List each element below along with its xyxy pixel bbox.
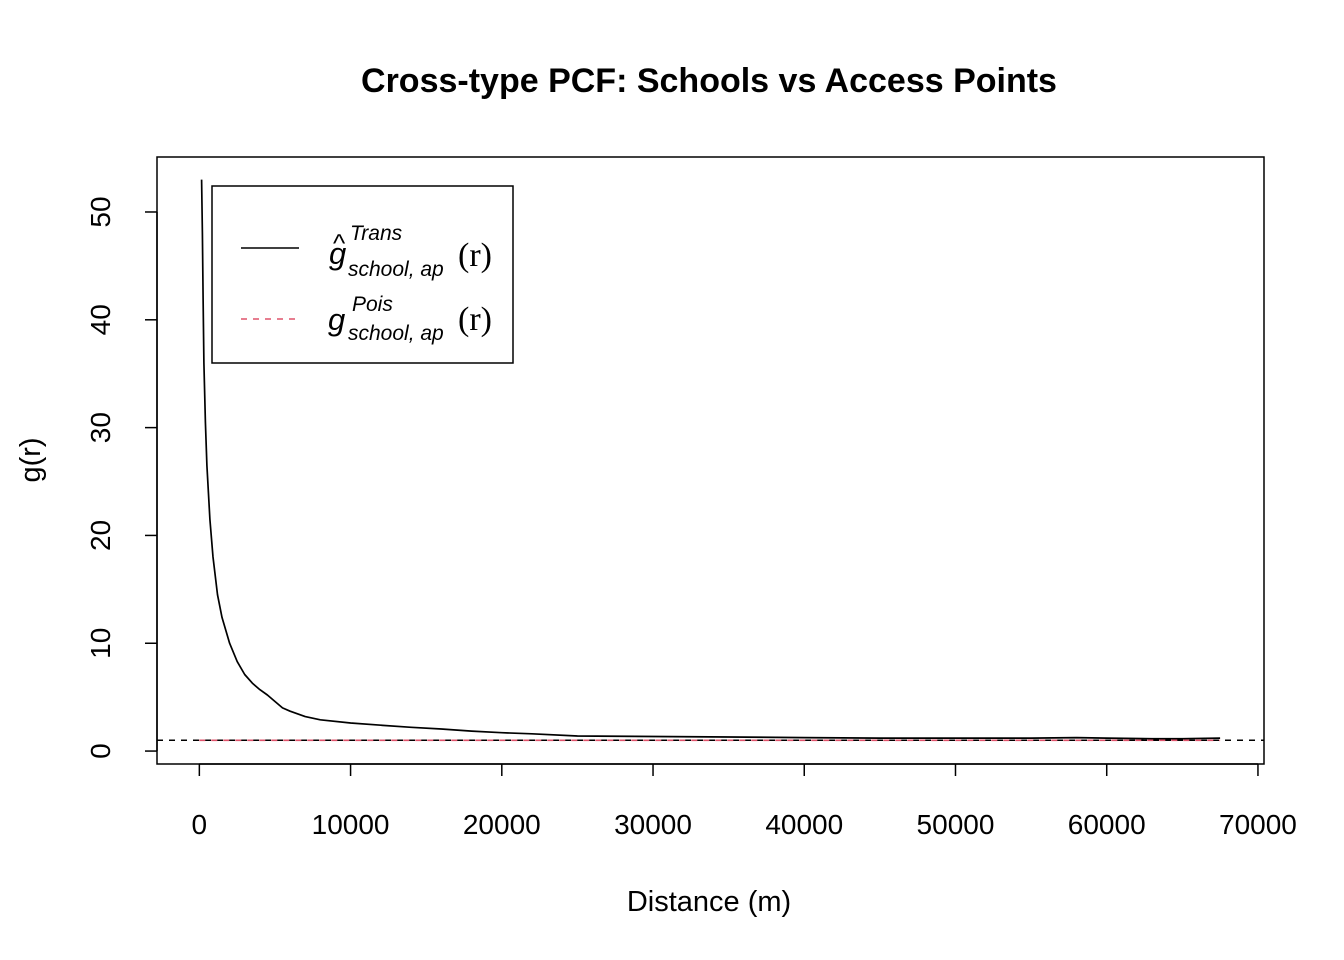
y-tick-label: 50: [85, 196, 116, 227]
x-axis-title: Distance (m): [627, 886, 791, 918]
series-layer: [157, 179, 1264, 742]
legend-trans-argument: (r): [458, 237, 492, 274]
series-line-trans: [200, 179, 1221, 740]
legend-label-trans: g ^ Trans school, ap (r): [329, 222, 492, 281]
legend-pois-superscript: Pois: [352, 293, 393, 316]
legend-pois-subscript: school, ap: [348, 322, 444, 345]
y-tick-label: 0: [85, 743, 116, 759]
x-tick-label: 70000: [1219, 809, 1297, 840]
x-axis: 0 10000 20000 30000 40000 50000 60000 70000: [192, 763, 1297, 840]
legend-box: [211, 185, 514, 364]
x-tick-label: 10000: [312, 809, 390, 840]
y-axis-title: g(r): [15, 437, 47, 482]
x-tick-label: 50000: [917, 809, 995, 840]
x-tick-label: 40000: [765, 809, 843, 840]
y-axis: 0 10 20 30 40 50: [85, 196, 158, 759]
legend-pois-argument: (r): [458, 301, 492, 338]
legend-trans-hat: ^: [333, 228, 346, 258]
legend: g ^ Trans school, ap (r) g Pois school, …: [211, 185, 514, 364]
y-tick-label: 10: [85, 628, 116, 659]
legend-trans-symbol: g: [329, 236, 346, 271]
x-tick-label: 60000: [1068, 809, 1146, 840]
x-tick-label: 20000: [463, 809, 541, 840]
legend-trans-subscript: school, ap: [348, 258, 444, 281]
legend-pois-symbol: g: [328, 302, 345, 337]
y-tick-label: 40: [85, 304, 116, 335]
legend-label-pois: g Pois school, ap (r): [328, 293, 492, 345]
y-tick-label: 30: [85, 412, 116, 443]
legend-trans-superscript: Trans: [350, 222, 403, 245]
x-tick-label: 0: [192, 809, 208, 840]
x-tick-label: 30000: [614, 809, 692, 840]
chart-title: Cross-type PCF: Schools vs Access Points: [361, 62, 1057, 100]
y-tick-label: 20: [85, 520, 116, 551]
